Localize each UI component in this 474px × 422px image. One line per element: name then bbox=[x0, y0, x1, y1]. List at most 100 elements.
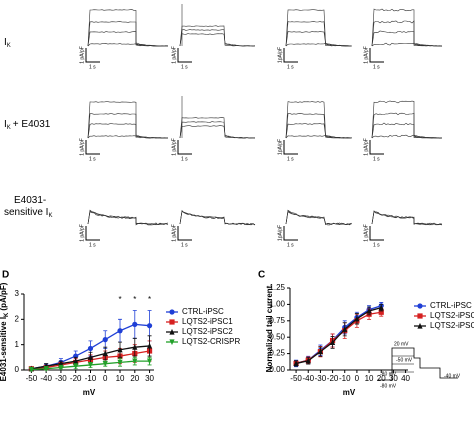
x-tick-label: -40 bbox=[40, 374, 52, 383]
current-trace bbox=[371, 30, 443, 47]
y-tick-label: 0.00 bbox=[269, 365, 285, 374]
row-label: IK bbox=[4, 37, 11, 49]
protocol-label: 20 mV bbox=[394, 341, 409, 347]
current-trace bbox=[285, 134, 352, 139]
x-tick-label: 30 bbox=[145, 374, 154, 383]
x-tick-label: 10 bbox=[116, 374, 125, 383]
current-trace bbox=[87, 21, 169, 47]
legend-label: CTRL-iPSC bbox=[430, 301, 472, 310]
current-trace bbox=[371, 20, 443, 47]
scale-bar bbox=[283, 48, 298, 63]
current-trace bbox=[179, 29, 256, 47]
x-axis-title: mV bbox=[83, 388, 96, 397]
scale-bar bbox=[177, 48, 192, 63]
text-part: K bbox=[7, 43, 11, 49]
data-point bbox=[43, 366, 49, 372]
scale-bar-label: 1 s bbox=[373, 242, 380, 248]
data-point bbox=[417, 322, 423, 329]
y-axis-title: E4031-sensitive IK (pA/pF) bbox=[0, 282, 10, 381]
data-point bbox=[378, 304, 384, 311]
scale-bar bbox=[369, 226, 384, 241]
data-point bbox=[146, 323, 153, 329]
data-point bbox=[354, 315, 360, 322]
current-trace bbox=[87, 134, 169, 139]
legend-label: LQTS2-iPSC2 bbox=[182, 327, 233, 336]
y-axis-title: Normalized tail current bbox=[265, 285, 274, 372]
current-trace bbox=[371, 211, 443, 226]
text-part: E4031-sensitive I bbox=[0, 317, 8, 381]
scale-bar-label: 1 pA/pF bbox=[79, 46, 85, 64]
current-trace bbox=[179, 125, 256, 139]
scale-bar-label: 1 s bbox=[373, 64, 380, 70]
data-point bbox=[417, 303, 423, 309]
x-tick-label: 0 bbox=[103, 374, 108, 383]
data-point bbox=[329, 339, 336, 346]
data-point bbox=[366, 307, 372, 314]
x-axis-title: mV bbox=[343, 388, 356, 397]
scale-bar-label: 1 pA/pF bbox=[363, 138, 369, 156]
protocol-label: -80 mV bbox=[380, 371, 397, 377]
scale-bar bbox=[177, 226, 192, 241]
current-trace bbox=[371, 210, 443, 226]
data-point bbox=[117, 359, 123, 366]
text-part: Normalized tail current bbox=[265, 285, 274, 372]
data-point bbox=[102, 337, 108, 343]
scale-bar-label: 1 s bbox=[181, 156, 188, 162]
text-part: K bbox=[48, 213, 52, 219]
x-tick-label: 20 bbox=[377, 374, 386, 383]
current-trace bbox=[87, 42, 169, 47]
x-tick-label: -10 bbox=[85, 374, 97, 383]
data-point bbox=[169, 309, 175, 315]
legend-label: LQTS2-CRISPR bbox=[182, 337, 240, 346]
scale-bar-label: 1 s bbox=[287, 64, 294, 70]
scale-bar bbox=[369, 48, 384, 63]
x-tick-label: -50 bbox=[290, 374, 302, 383]
text-part: + E4031 bbox=[13, 119, 51, 130]
data-point bbox=[73, 363, 79, 370]
data-point bbox=[73, 358, 79, 364]
row-label: E4031-sensitive IK bbox=[4, 195, 52, 219]
x-tick-label: -30 bbox=[315, 374, 327, 383]
current-trace bbox=[285, 101, 352, 139]
text-part: E4031- bbox=[14, 195, 46, 206]
scale-bar bbox=[85, 48, 100, 63]
text-part: (pA/pF) bbox=[0, 282, 8, 310]
y-tick-label: 1 bbox=[15, 340, 20, 349]
scale-bar bbox=[283, 140, 298, 155]
current-trace bbox=[285, 42, 352, 47]
x-tick-label: -40 bbox=[302, 374, 314, 383]
data-point bbox=[87, 345, 94, 352]
x-tick-label: -20 bbox=[70, 374, 82, 383]
data-point bbox=[132, 321, 138, 327]
legend-label: LQTS2-iPSC2 bbox=[430, 321, 474, 330]
y-tick-label: 0.50 bbox=[269, 332, 285, 341]
scale-bar-label: 1 s bbox=[287, 242, 294, 248]
current-trace bbox=[285, 211, 352, 226]
scale-bar-label: 1 s bbox=[89, 64, 96, 70]
data-point bbox=[58, 360, 64, 367]
data-point bbox=[169, 339, 175, 346]
y-tick-label: 2 bbox=[15, 314, 20, 323]
x-tick-label: -20 bbox=[327, 374, 339, 383]
current-trace bbox=[87, 101, 169, 139]
legend-label: LQTS2-iPSC1 bbox=[430, 311, 474, 320]
scale-bar-label: 1 pA/pF bbox=[79, 224, 85, 242]
current-trace bbox=[371, 8, 443, 47]
data-point bbox=[87, 362, 94, 369]
data-point bbox=[342, 326, 348, 332]
current-trace bbox=[87, 113, 168, 139]
current-trace bbox=[371, 112, 443, 139]
significance-mark: * bbox=[118, 295, 121, 304]
series-line bbox=[295, 311, 382, 365]
scale-bar-label: 1pA/pF bbox=[277, 47, 283, 63]
scale-bar-label: 1 pA/pF bbox=[171, 46, 177, 64]
scale-bar bbox=[85, 226, 100, 241]
current-trace bbox=[87, 9, 169, 47]
data-point bbox=[169, 319, 175, 325]
data-point bbox=[87, 354, 94, 360]
panel-letter: C bbox=[258, 270, 265, 281]
x-tick-label: -50 bbox=[26, 374, 38, 383]
y-tick-label: 0.75 bbox=[269, 316, 285, 325]
text-part: I bbox=[4, 119, 7, 130]
